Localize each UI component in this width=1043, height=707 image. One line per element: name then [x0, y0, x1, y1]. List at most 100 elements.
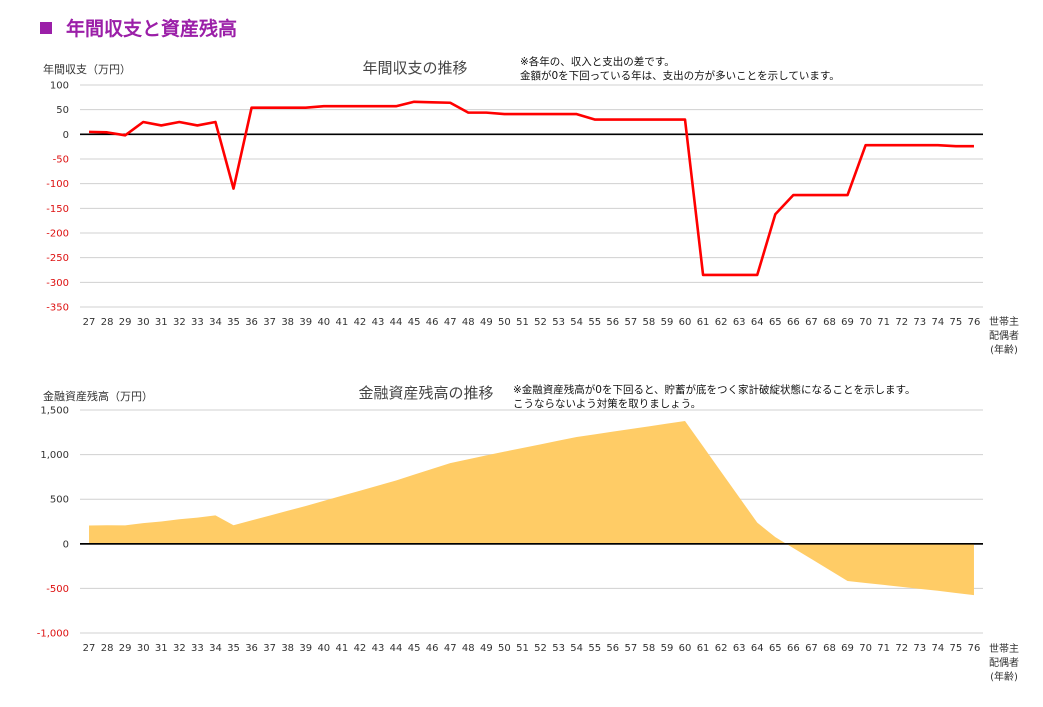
chart1-xtick-label: 71 — [877, 317, 890, 328]
chart2-xtick-label: 62 — [715, 643, 728, 654]
chart2-xtick-label: 32 — [173, 643, 186, 654]
chart1-xtick-label: 44 — [390, 317, 403, 328]
chart2-xtick-label: 54 — [570, 643, 583, 654]
chart1-ytick-label: -150 — [46, 204, 69, 215]
chart2-xtick-label: 64 — [751, 643, 764, 654]
chart1-xtick-label: 65 — [769, 317, 782, 328]
chart1-note-line: ※各年の、収入と支出の差です。 — [520, 55, 675, 68]
chart2-xtick-label: 40 — [317, 643, 330, 654]
chart2-xtick-label: 34 — [209, 643, 222, 654]
chart1-xtick-label: 42 — [354, 317, 367, 328]
chart1-xtick-label: 57 — [624, 317, 637, 328]
chart1-xtick-label: 37 — [263, 317, 276, 328]
chart1-xtick-label: 34 — [209, 317, 222, 328]
chart2-xtick-label: 28 — [101, 643, 114, 654]
chart1-xtick-label: 70 — [859, 317, 872, 328]
chart2-xtick-label: 46 — [426, 643, 439, 654]
chart2-xtick-label: 42 — [354, 643, 367, 654]
chart2-xtick-label: 36 — [245, 643, 258, 654]
chart2-xtick-label: 31 — [155, 643, 168, 654]
chart1-ytick-label: -350 — [46, 303, 69, 314]
chart2-xtick-label: 38 — [281, 643, 294, 654]
page-heading-text: 年間収支と資産残高 — [66, 18, 238, 40]
chart2-xtick-label: 67 — [805, 643, 818, 654]
chart1-xtick-label: 60 — [679, 317, 692, 328]
chart2-xtick-label: 72 — [895, 643, 908, 654]
chart1-xtick-label: 72 — [895, 317, 908, 328]
chart1-xtick-label: 41 — [336, 317, 349, 328]
chart1-xtick-label: 75 — [950, 317, 963, 328]
chart2-xtick-label: 50 — [498, 643, 511, 654]
chart1-xtick-label: 69 — [841, 317, 854, 328]
chart2-ytick-label: 1,500 — [40, 406, 69, 417]
chart2-xtick-label: 59 — [661, 643, 674, 654]
chart2-ytick-label: 500 — [50, 495, 69, 506]
chart1-xtick-label: 53 — [552, 317, 565, 328]
chart1-xtick-label: 40 — [317, 317, 330, 328]
chart2-ytick-label: 0 — [63, 539, 69, 550]
chart1-xtick-label: 29 — [119, 317, 132, 328]
chart1-xtick-label: 56 — [606, 317, 619, 328]
chart1-title: 年間収支の推移 — [362, 59, 467, 77]
chart1-xtick-label: 46 — [426, 317, 439, 328]
chart1-xlabel-line: 配偶者 — [989, 329, 1019, 342]
chart1-xtick-label: 35 — [227, 317, 240, 328]
page-heading: 年間収支と資産残高 — [40, 14, 237, 41]
chart2-xtick-label: 33 — [191, 643, 204, 654]
chart1-xtick-label: 31 — [155, 317, 168, 328]
chart2-xlabel-line: (年齢) — [990, 670, 1018, 683]
chart2-xtick-label: 47 — [444, 643, 457, 654]
chart1-xtick-label: 39 — [299, 317, 312, 328]
chart2-xtick-label: 74 — [931, 643, 944, 654]
chart2-xtick-label: 65 — [769, 643, 782, 654]
chart1-xtick-label: 67 — [805, 317, 818, 328]
chart2-note-line: こうならないよう対策を取りましょう。 — [513, 397, 701, 410]
chart1-xtick-label: 36 — [245, 317, 258, 328]
chart1-xtick-label: 64 — [751, 317, 764, 328]
chart1-ytick-label: -250 — [46, 253, 69, 264]
chart2-title: 金融資産残高の推移 — [358, 384, 493, 402]
chart1-xtick-label: 66 — [787, 317, 800, 328]
chart2-ytick-label: -500 — [46, 584, 69, 595]
chart1-xtick-label: 61 — [697, 317, 710, 328]
chart2-xtick-label: 49 — [480, 643, 493, 654]
chart2-xtick-label: 70 — [859, 643, 872, 654]
chart1-xtick-label: 27 — [83, 317, 96, 328]
chart1-xtick-label: 55 — [588, 317, 601, 328]
chart2-xtick-label: 57 — [624, 643, 637, 654]
chart1-ytick-label: 50 — [56, 105, 69, 116]
chart1-xtick-label: 54 — [570, 317, 583, 328]
chart2-xtick-label: 55 — [588, 643, 601, 654]
chart2-xtick-label: 73 — [913, 643, 926, 654]
chart1-ytick-label: -300 — [46, 278, 69, 289]
chart2-xtick-label: 75 — [950, 643, 963, 654]
chart2-xtick-label: 61 — [697, 643, 710, 654]
chart1-xtick-label: 63 — [733, 317, 746, 328]
chart1-xlabel-line: (年齢) — [990, 343, 1018, 356]
chart2-ytick-label: 1,000 — [40, 450, 69, 461]
heading-square-icon — [40, 22, 52, 34]
chart1-xtick-label: 58 — [643, 317, 656, 328]
chart2-xtick-label: 66 — [787, 643, 800, 654]
chart1-xtick-label: 38 — [281, 317, 294, 328]
chart2-xtick-label: 41 — [336, 643, 349, 654]
chart2-xtick-label: 45 — [408, 643, 421, 654]
chart1-xtick-label: 48 — [462, 317, 475, 328]
chart2-xtick-label: 48 — [462, 643, 475, 654]
chart1-xtick-label: 52 — [534, 317, 547, 328]
chart2-xtick-label: 71 — [877, 643, 890, 654]
chart1-xtick-label: 59 — [661, 317, 674, 328]
chart1-xtick-label: 49 — [480, 317, 493, 328]
chart2-xtick-label: 43 — [372, 643, 385, 654]
chart2-xtick-label: 27 — [83, 643, 96, 654]
chart1-xtick-label: 47 — [444, 317, 457, 328]
chart2-note-line: ※金融資産残高が0を下回ると、貯蓄が底をつく家計破綻状態になることを示します。 — [513, 383, 916, 396]
chart2-xtick-label: 30 — [137, 643, 150, 654]
chart2-xtick-label: 39 — [299, 643, 312, 654]
chart2-ytick-label: -1,000 — [37, 629, 69, 640]
chart2-xtick-label: 37 — [263, 643, 276, 654]
chart2-xtick-label: 52 — [534, 643, 547, 654]
chart1-xtick-label: 45 — [408, 317, 421, 328]
chart1-xtick-label: 33 — [191, 317, 204, 328]
chart2-xlabel-line: 世帯主 — [989, 642, 1019, 655]
